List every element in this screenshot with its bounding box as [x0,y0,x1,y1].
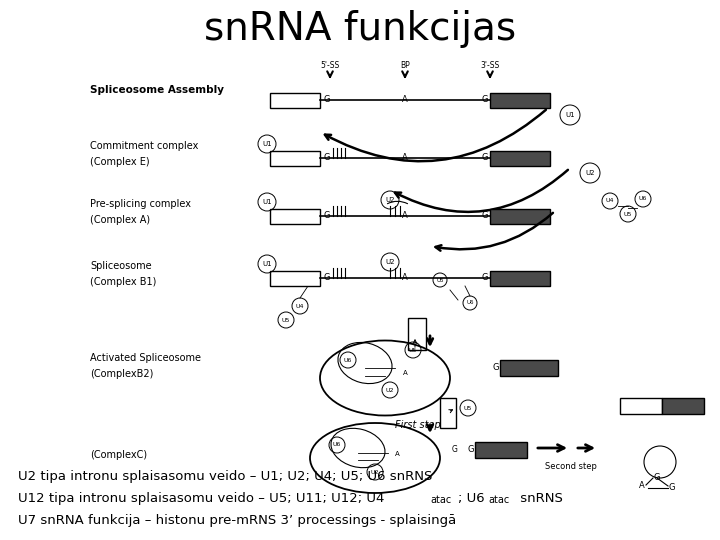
Text: U1: U1 [262,141,272,147]
Text: atac: atac [430,495,451,505]
Text: A: A [402,96,408,105]
Bar [270,151,320,166]
Text: U5: U5 [464,406,472,410]
Text: U6: U6 [344,357,352,362]
Bar [620,398,662,414]
Text: BP: BP [400,61,410,70]
Text: Pre-splicing complex: Pre-splicing complex [90,199,191,209]
Text: U6: U6 [333,442,341,448]
Text: U6: U6 [639,197,647,201]
Bar [475,442,527,458]
Text: G: G [324,96,330,105]
Text: 3'-SS: 3'-SS [480,61,500,70]
Text: U5: U5 [409,348,417,353]
Text: First step: First step [395,420,441,430]
Bar [490,209,550,224]
Text: Spliceosome: Spliceosome [90,261,152,271]
Text: A: A [395,451,400,457]
Text: U5: U5 [624,212,632,217]
Text: A: A [402,273,408,282]
Bar [662,398,704,414]
Text: (Complex B1): (Complex B1) [90,277,156,287]
Text: G: G [324,212,330,220]
Text: A: A [402,212,408,220]
Text: G: G [492,363,499,373]
Text: U4: U4 [296,303,305,308]
Bar [500,360,558,376]
Text: U1: U1 [262,199,272,205]
Text: A: A [402,370,408,376]
Text: (Complex E): (Complex E) [90,157,150,167]
Bar [490,271,550,286]
Bar [408,318,426,350]
Bar [270,271,320,286]
Text: U2: U2 [385,259,395,265]
Text: G: G [654,474,660,483]
Bar [270,93,320,108]
Text: G: G [482,273,488,282]
Bar [270,209,320,224]
Text: G: G [669,483,675,492]
Text: U12 tipa intronu splaisasomu veido – U5; U11; U12; U4: U12 tipa intronu splaisasomu veido – U5;… [18,492,384,505]
Text: U5: U5 [436,278,444,282]
Text: U6: U6 [467,300,474,306]
Text: U2: U2 [371,469,379,475]
Text: Spliceosome Assembly: Spliceosome Assembly [90,85,224,95]
Text: ; U6: ; U6 [458,492,485,505]
Text: U1: U1 [262,261,272,267]
Text: G: G [482,153,488,163]
Text: G: G [452,446,458,455]
Text: Commitment complex: Commitment complex [90,141,199,151]
Text: (Complex A): (Complex A) [90,215,150,225]
Bar [490,151,550,166]
Text: U7 snRNA funkcija – histonu pre-mRNS 3’ processings - splaisingā: U7 snRNA funkcija – histonu pre-mRNS 3’ … [18,514,456,527]
Text: Second step: Second step [545,462,597,471]
Text: A: A [402,153,408,163]
Text: G: G [482,96,488,105]
Text: U4: U4 [606,199,614,204]
Text: U1: U1 [565,112,575,118]
Bar [440,398,456,428]
Text: G: G [468,446,474,455]
Text: 5'-SS: 5'-SS [320,61,340,70]
Text: (ComplexB2): (ComplexB2) [90,369,153,379]
Text: U2: U2 [386,388,395,393]
Text: U2: U2 [585,170,595,176]
Text: atac: atac [488,495,509,505]
Text: G: G [324,153,330,163]
Text: (ComplexC): (ComplexC) [90,450,147,460]
Bar [490,93,550,108]
Text: G: G [482,212,488,220]
Text: U2 tipa intronu splaisasomu veido – U1; U2; U4; U5; U6 snRNS: U2 tipa intronu splaisasomu veido – U1; … [18,470,433,483]
Text: U2: U2 [385,197,395,203]
Text: snRNA funkcijas: snRNA funkcijas [204,10,516,48]
Text: G: G [324,273,330,282]
Text: Activated Spliceosome: Activated Spliceosome [90,353,201,363]
Text: snRNS: snRNS [516,492,563,505]
Text: U5: U5 [282,318,290,322]
Text: A: A [639,481,645,489]
